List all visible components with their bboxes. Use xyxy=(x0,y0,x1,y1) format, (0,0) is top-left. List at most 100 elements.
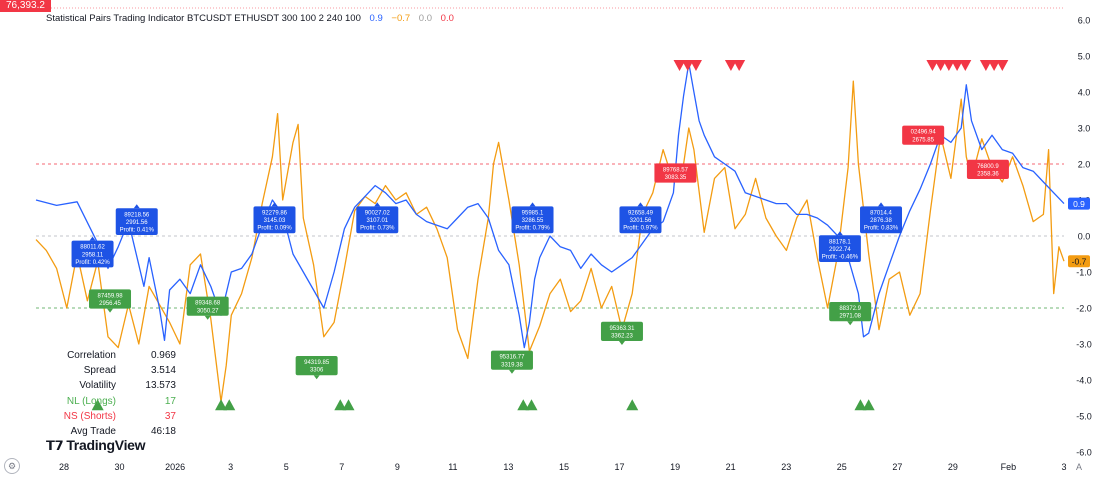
trade-label-text: 89218.56 xyxy=(124,212,150,218)
short-signal-marker xyxy=(673,60,686,71)
y-tick-label: 2.0 xyxy=(1078,160,1091,170)
x-tick-label: 30 xyxy=(115,462,125,472)
trade-label-text: Profit: -0.46% xyxy=(822,255,859,261)
trade-label-box xyxy=(253,206,296,234)
trade-label-pointer xyxy=(878,202,885,207)
long-signal-marker xyxy=(215,399,228,411)
long-signal-marker xyxy=(626,399,639,411)
trade-label-text: 2358.36 xyxy=(977,172,999,178)
x-tick-label: 25 xyxy=(837,462,847,472)
trade-label-text: 88178.1 xyxy=(829,239,851,245)
green-trade-label: 95363.31 3362.23 xyxy=(600,321,643,345)
green-trade-label: 94319.85 3306 xyxy=(295,356,338,380)
y-tick-label: 0.0 xyxy=(1078,232,1091,242)
trade-label-text: Profit: 0.41% xyxy=(120,228,155,234)
trade-label-pointer xyxy=(508,369,515,374)
trade-label-pointer xyxy=(637,202,644,207)
series-lines xyxy=(35,62,1065,403)
x-tick-label: 3 xyxy=(228,462,233,472)
orange-series-line xyxy=(35,80,1065,403)
gray-value: 0.0 xyxy=(418,13,433,24)
x-tick-label: 29 xyxy=(948,462,958,472)
trade-label-pointer xyxy=(836,231,843,236)
x-tick-label: 23 xyxy=(781,462,791,472)
trade-label-box xyxy=(511,206,554,234)
tradingview-logo[interactable]: 𝗧𝟳 TradingView xyxy=(46,437,150,454)
trade-label-text: 95985.1 xyxy=(522,211,544,217)
trade-label-box xyxy=(186,296,229,316)
trade-label-pointer xyxy=(89,236,96,241)
trade-label-text: 3319.38 xyxy=(501,362,523,368)
y-tick-label: 4.0 xyxy=(1078,88,1091,98)
stat-value: 37 xyxy=(164,410,176,422)
trade-label-text: 3306 xyxy=(310,368,324,374)
y-tick-label: 3.0 xyxy=(1078,124,1091,134)
x-tick-label: 15 xyxy=(559,462,569,472)
trade-label-text: 2958.11 xyxy=(82,252,104,258)
short-signal-marker xyxy=(996,60,1009,71)
orange-value: −0.7 xyxy=(391,13,411,24)
trade-label-text: 2971.08 xyxy=(839,314,861,320)
trade-label-text: 2922.74 xyxy=(829,247,851,253)
trade-label-text: 2675.85 xyxy=(912,137,934,143)
x-tick-label: 17 xyxy=(615,462,625,472)
trade-label-pointer xyxy=(847,321,854,326)
stat-label: NL (Longs) xyxy=(66,395,116,407)
trade-label-text: Profit: 0.73% xyxy=(360,226,395,232)
logo-text: TradingView xyxy=(66,437,146,453)
indicator-title[interactable]: Statistical Pairs Trading Indicator BTCU… xyxy=(46,13,454,24)
x-tick-label: 11 xyxy=(448,462,457,472)
trade-label-text: 95316.77 xyxy=(499,355,525,361)
trade-label-text: 3050.27 xyxy=(197,308,219,314)
trade-label-box xyxy=(71,240,114,268)
trade-label-pointer xyxy=(529,202,536,207)
trade-label-text: Profit: 0.42% xyxy=(75,260,110,266)
long-signal-marker xyxy=(525,399,538,411)
trade-label-text: 3107.01 xyxy=(366,218,388,224)
trade-label-text: 89768.57 xyxy=(663,168,689,174)
tv-logo-icon: 𝗧𝟳 xyxy=(46,438,64,453)
trade-label-box xyxy=(356,206,399,234)
x-tick-label: 21 xyxy=(726,462,736,472)
axes: 6.05.04.03.02.01.00.0-1.0-2.0-3.0-4.0-5.… xyxy=(59,16,1092,473)
x-tick-label: 7 xyxy=(339,462,344,472)
y-tick-label: -1.0 xyxy=(1076,268,1092,278)
trade-label-text: 87014.4 xyxy=(870,211,892,217)
auto-scale-button[interactable]: A xyxy=(1075,462,1082,472)
short-signal-marker xyxy=(926,60,939,71)
short-signal-marker xyxy=(681,60,694,71)
long-signal-marker xyxy=(862,399,875,411)
trade-label-box xyxy=(902,125,945,145)
trade-label-text: Profit: 0.97% xyxy=(623,226,658,232)
trade-label-pointer xyxy=(313,375,320,380)
short-signal-marker xyxy=(942,60,955,71)
trade-label-text: Profit: 0.09% xyxy=(257,226,292,232)
trade-label-pointer xyxy=(204,315,211,320)
y-tick-label: -4.0 xyxy=(1076,376,1092,386)
red-value: 0.0 xyxy=(440,13,454,24)
stat-value: 46:18 xyxy=(150,426,176,438)
trade-label-text: Profit: 0.83% xyxy=(864,226,899,232)
trade-label-text: Profit: 0.79% xyxy=(515,226,550,232)
y-tick-label: -2.0 xyxy=(1076,304,1092,314)
blue-trade-label: 88178.1 2922.74 Profit: -0.46% xyxy=(818,231,861,262)
y-tick-label: 5.0 xyxy=(1078,52,1091,62)
short-signal-marker xyxy=(689,60,702,71)
red-trade-label: 76800.9 2358.36 xyxy=(966,159,1009,179)
price-tag: 76,393.2 xyxy=(0,0,51,12)
short-signal-marker xyxy=(988,60,1001,71)
trade-label-pointer xyxy=(133,204,140,209)
trade-label-text: 3083.35 xyxy=(665,175,687,181)
trade-label-box xyxy=(295,356,338,376)
trade-label-text: 3145.03 xyxy=(264,218,286,224)
gear-icon[interactable]: ⚙ xyxy=(4,458,20,474)
trade-label-box xyxy=(966,159,1009,179)
orange-last-value-badge: -0.7 xyxy=(1068,255,1090,268)
